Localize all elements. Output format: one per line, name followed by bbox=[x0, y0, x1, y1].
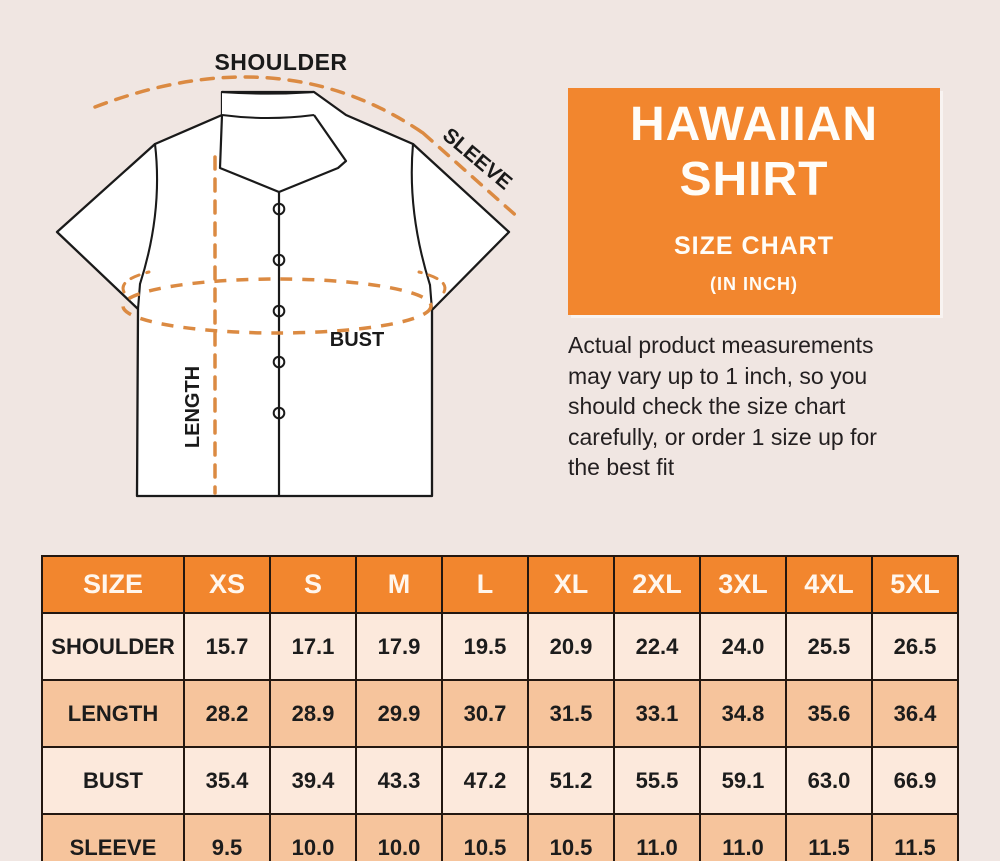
svg-text:LENGTH: LENGTH bbox=[182, 366, 204, 448]
svg-text:SHOULDER: SHOULDER bbox=[214, 49, 347, 75]
svg-text:BUST: BUST bbox=[330, 329, 384, 351]
